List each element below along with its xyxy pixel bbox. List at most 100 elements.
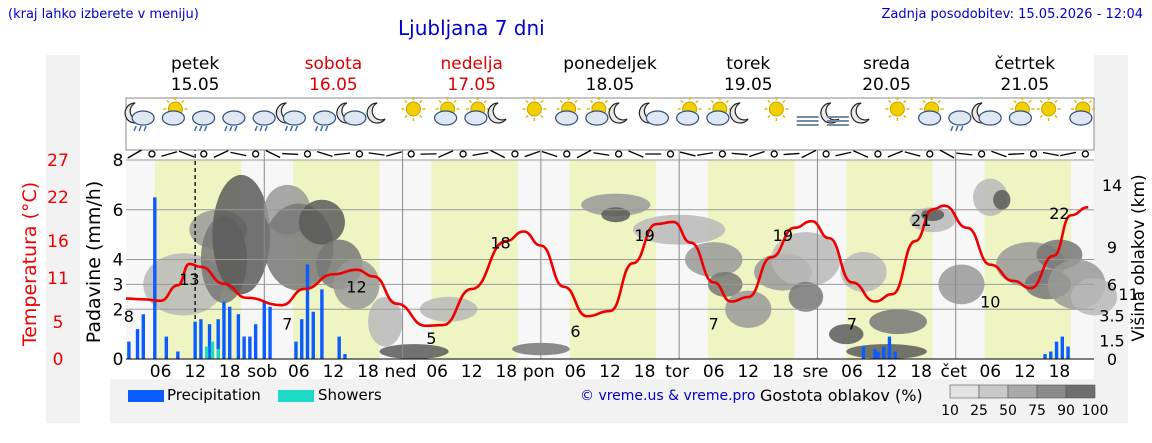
rain-drop <box>133 125 137 132</box>
night-clear-icon <box>729 102 749 124</box>
sun-ray <box>1039 114 1043 119</box>
x-tick: tor <box>665 362 689 382</box>
precipitation-bar <box>216 319 220 359</box>
cloud-shape <box>1008 110 1032 126</box>
wind-barb-icon <box>731 152 748 156</box>
precipitation-bar <box>337 336 341 359</box>
x-tick: ned <box>385 362 417 382</box>
precipitation-bar <box>294 341 298 359</box>
precipitation-bar <box>207 324 212 359</box>
wind-barb-icon <box>956 152 973 156</box>
wind-barb-icon <box>265 149 281 159</box>
rain-drop <box>259 125 263 132</box>
cloud-height-tick: 3.5 <box>1099 306 1124 325</box>
wind-barb-icon <box>316 151 333 157</box>
day-date: 18.05 <box>586 75 635 95</box>
sun-ray <box>782 99 786 104</box>
cloud-shape <box>585 110 609 126</box>
day-name: nedelja <box>441 54 503 74</box>
cloud-density-legend-title: Gostota oblakov (%) <box>760 386 923 405</box>
wind-barb-icon <box>887 150 903 158</box>
temperature-tick: 5 <box>53 313 64 333</box>
rain-drop <box>950 125 954 132</box>
rain-drop <box>203 125 208 132</box>
sun-ray <box>888 99 892 104</box>
night-clear-icon <box>487 102 507 124</box>
night-clear-icon <box>608 102 628 124</box>
cloud-height-tick: 0 <box>1107 350 1117 369</box>
sun-ray <box>1054 114 1058 119</box>
precipitation-bar <box>193 321 197 359</box>
x-tick: 18 <box>357 362 379 382</box>
sun-ray <box>483 99 487 104</box>
precipitation-bar <box>881 346 886 359</box>
precipitation-bar <box>153 197 157 359</box>
temperature-tick: 27 <box>47 151 69 171</box>
moon-shape <box>729 102 749 124</box>
day-name: petek <box>171 54 219 74</box>
moon-shape <box>366 102 386 124</box>
precipitation-bar <box>135 329 140 359</box>
cloud-cover-patch <box>581 193 651 216</box>
wind-barb-icon <box>939 149 955 159</box>
x-tick: 06 <box>150 362 172 382</box>
cloud-height-tick: 1.5 <box>1099 331 1124 350</box>
wind-barb-icon <box>230 151 247 157</box>
rain-drop <box>284 125 289 132</box>
temperature-axis-label: Temperatura (°C) <box>19 182 41 347</box>
wind-barb-icon <box>783 152 800 156</box>
night-clear-icon <box>850 102 870 124</box>
region-hint[interactable]: (kraj lahko izberete v meniju) <box>8 7 199 22</box>
sun-ray <box>922 99 926 104</box>
cloud-shape <box>131 110 155 126</box>
wind-barb-icon <box>490 149 506 159</box>
density-swatch <box>949 384 980 399</box>
partly-cloudy-icon <box>161 97 188 126</box>
x-tick: čet <box>940 362 967 382</box>
sun-ray <box>525 114 529 119</box>
x-tick: pon <box>523 362 555 382</box>
cloud-cover-patch <box>212 174 271 295</box>
sun-ray <box>903 114 907 119</box>
wind-calm-icon <box>355 150 364 158</box>
wind-calm-icon <box>511 150 519 158</box>
wind-barb-icon <box>835 151 852 157</box>
cloud-shape <box>434 110 458 126</box>
wind-barb-icon <box>386 151 402 157</box>
sun-ray <box>1013 99 1017 104</box>
x-tick: 18 <box>634 362 656 382</box>
sun-ray <box>453 99 457 104</box>
density-label: 75 <box>1028 403 1046 419</box>
x-tick: 12 <box>737 362 759 382</box>
wind-barb-icon <box>334 152 351 156</box>
rain-icon <box>222 110 246 132</box>
x-tick: sre <box>802 362 828 382</box>
sun-ray <box>404 114 408 119</box>
cloud-shape <box>282 110 306 126</box>
wind-barb-icon <box>541 150 558 158</box>
cloud-shape <box>1069 110 1093 126</box>
partly-cloudy-icon <box>585 97 611 126</box>
sun-ray <box>419 114 423 119</box>
rain-icon <box>252 110 276 132</box>
wind-barb-icon <box>853 150 869 158</box>
precipitation-bar <box>320 289 324 359</box>
night-fog-icon <box>820 102 849 126</box>
temperature-label: 11 <box>1118 285 1138 304</box>
cloud-shape <box>555 110 579 126</box>
wind-calm-icon <box>251 150 260 158</box>
wind-barb-icon <box>438 150 454 158</box>
rain-drop <box>264 125 268 132</box>
temperature-label: 19 <box>773 226 793 245</box>
density-swatch <box>1007 384 1038 399</box>
rain-icon <box>948 110 972 132</box>
wind-barb-icon <box>213 150 229 158</box>
sun-ray <box>1088 99 1092 104</box>
wind-barb-icon <box>282 152 299 156</box>
partly-cloudy-icon <box>434 97 460 126</box>
x-tick: 18 <box>910 362 932 382</box>
sun-ray <box>1028 99 1032 104</box>
credit-link[interactable]: © vreme.us & vreme.pro <box>580 388 756 404</box>
right-axis-panel <box>1094 55 1128 423</box>
wind-barb-icon <box>161 151 178 157</box>
